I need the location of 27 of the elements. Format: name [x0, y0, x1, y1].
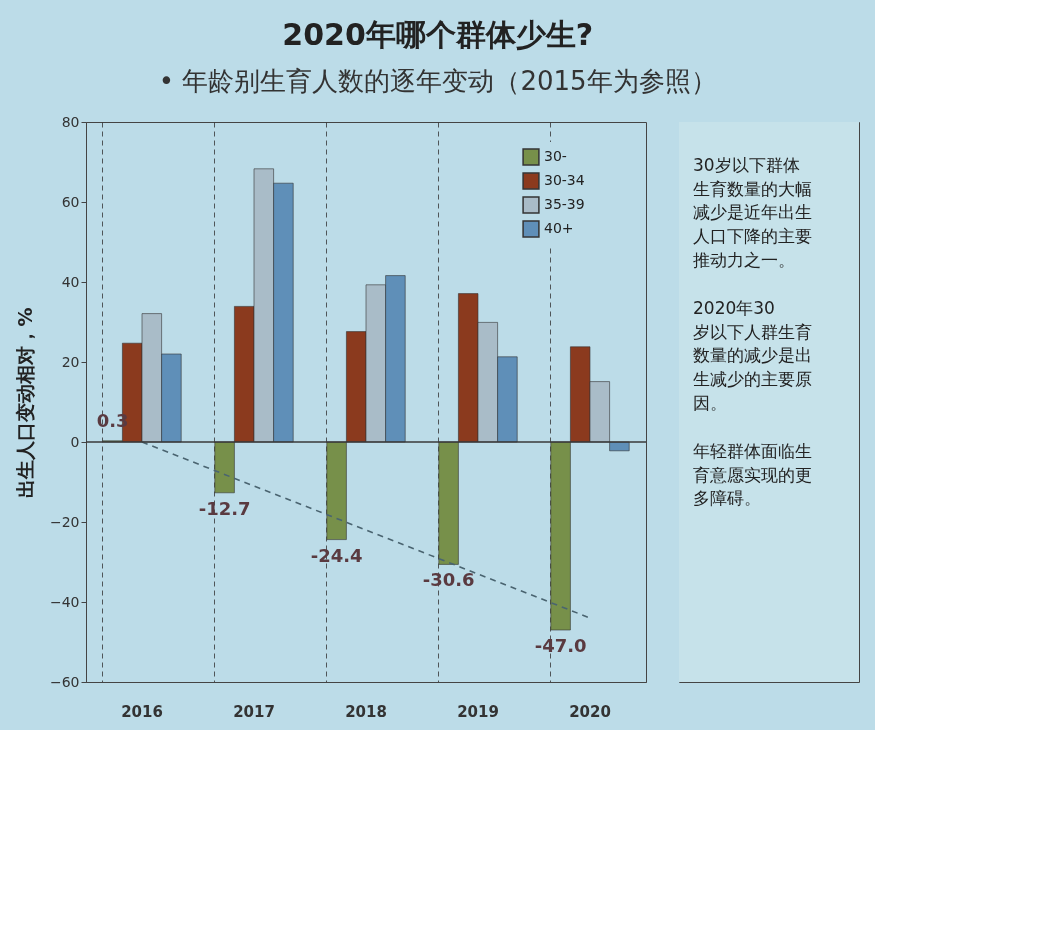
y-tick-label: 60	[61, 193, 80, 210]
y-axis-title: 出生人口变动相对，%	[13, 307, 36, 498]
text: 30岁以下群体生育数量的大幅减少是近年出生人口下降的主要推动力之一。	[693, 154, 812, 271]
x-tick-label: 2019	[457, 702, 499, 721]
text: 2020年30岁以下人群生育数量的减少是出生减少的主要原因。	[693, 297, 812, 414]
y-tick-label: 0	[70, 433, 80, 450]
chart-title: 2020年哪个群体少生?	[282, 16, 594, 52]
legend-label: 30-34	[544, 172, 585, 188]
legend-label: 35-39	[544, 196, 585, 212]
data-label: -12.7	[198, 497, 251, 519]
data-label: -30.6	[422, 569, 475, 591]
text: 年轻群体面临生育意愿实现的更多障碍。	[693, 440, 812, 509]
legend-label: 30-	[544, 148, 567, 164]
chart-subtitle: • 年龄别生育人数的逐年变动（2015年为参照）	[158, 65, 717, 96]
y-tick-label: 40	[61, 273, 80, 290]
y-tick-label: 20	[61, 353, 80, 370]
y-tick-label: −20	[49, 513, 80, 530]
data-label: -24.4	[310, 544, 363, 566]
x-tick-label: 2017	[233, 702, 275, 721]
x-tick-label: 2016	[121, 702, 163, 721]
y-tick-label: −60	[49, 673, 80, 690]
x-tick-label: 2020	[569, 702, 611, 721]
legend-label: 40+	[544, 220, 574, 236]
y-tick-label: 80	[61, 113, 80, 130]
data-label: -47.0	[534, 635, 587, 656]
y-tick-label: −40	[49, 593, 80, 610]
x-tick-label: 2018	[345, 702, 387, 721]
